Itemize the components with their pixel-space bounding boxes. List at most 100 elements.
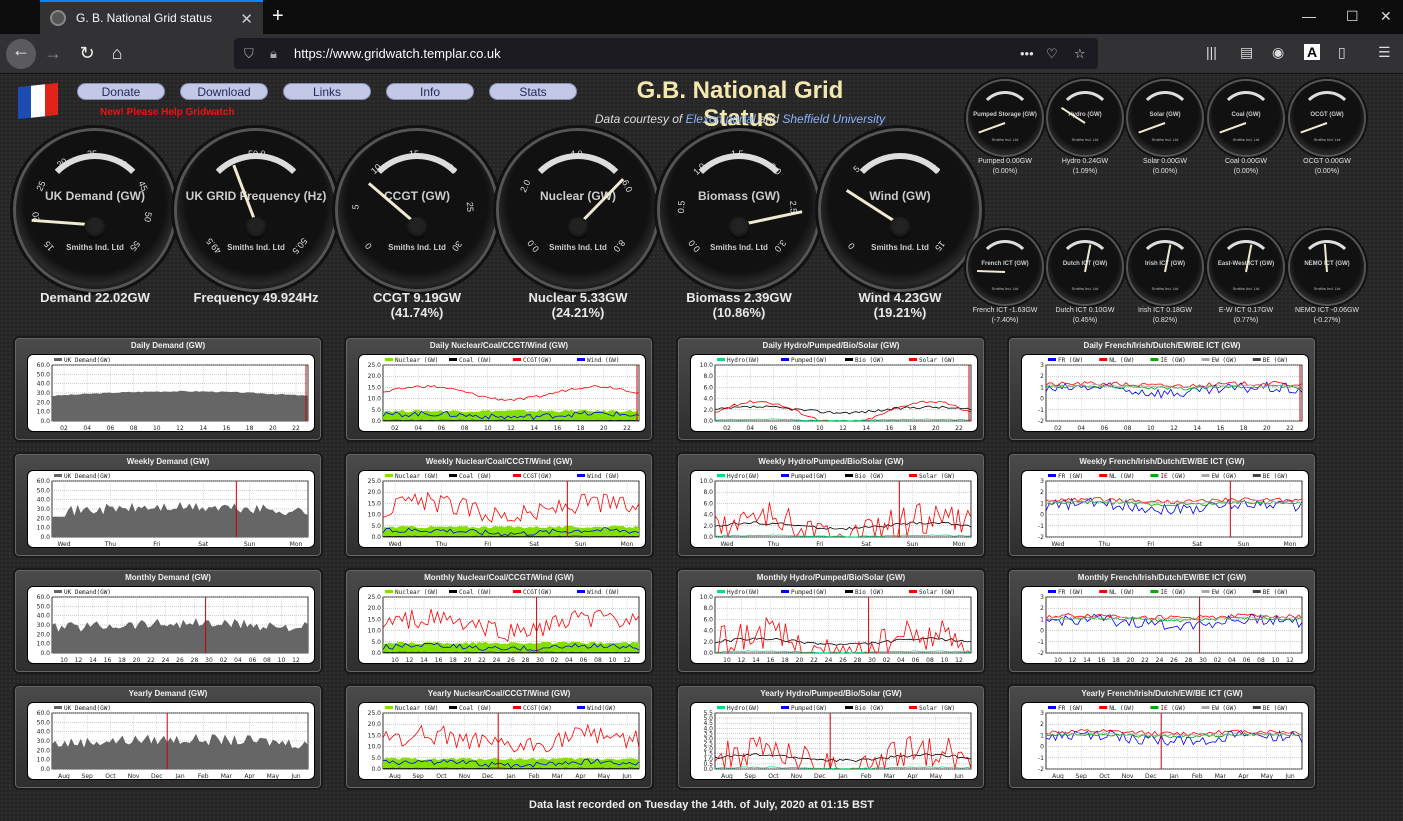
- minimize-icon[interactable]: —: [1302, 8, 1316, 24]
- series-line: [1045, 499, 1303, 505]
- x-tick-label: 16: [554, 425, 562, 432]
- series-line: [714, 400, 972, 422]
- x-tick-label: 02: [551, 657, 559, 664]
- legend-swatch: [781, 358, 789, 361]
- small-gauge-reading: Hydro 0.24GW (1.09%): [1061, 158, 1109, 175]
- browser-tab[interactable]: G. B. National Grid status ✕: [40, 0, 263, 34]
- x-tick-label: 16: [886, 425, 894, 432]
- chart-plot[interactable]: FR (GW) NL (GW) IE (GW) EW (GW) BE (GW) 3 2 1 0-…: [1021, 702, 1309, 780]
- x-tick-label: 14: [199, 425, 207, 432]
- legend-label: Hydro(GW): [727, 357, 760, 364]
- chart-panel-9: Monthly Nuclear/Coal/CCGT/Wind (GW) Nucle…: [344, 568, 654, 674]
- home-icon[interactable]: ⌂: [111, 43, 123, 63]
- chart-plot[interactable]: FR (GW) NL (GW) IE (GW) EW (GW) BE (GW) 3 2 1 0-…: [1021, 586, 1309, 664]
- reload-icon[interactable]: ↻: [79, 43, 95, 63]
- chart-plot[interactable]: Nuclear (GW) Coal (GW) CCGT(GW) Wind (GW) 25…: [358, 354, 646, 432]
- chart-plot[interactable]: Hydro(GW) Pumped(GW) Bio (GW) Solar (GW) 5.5…: [690, 702, 978, 780]
- help-notice[interactable]: New! Please Help Gridwatch: [100, 107, 235, 118]
- x-tick-label: Sat: [1192, 541, 1202, 548]
- page-actions-icon[interactable]: •••: [1020, 46, 1034, 61]
- y-tick-label: 20.0: [368, 489, 382, 496]
- legend-swatch: [385, 706, 393, 709]
- menu-icon[interactable]: ☰: [1378, 44, 1391, 60]
- gauge-maker: Smiths Ind. Ltd: [1313, 286, 1341, 291]
- chart-plot[interactable]: Hydro(GW) Pumped(GW) Bio (GW) Solar (GW) 10.…: [690, 354, 978, 432]
- gauge-1: UK GRID Frequency (Hz) Smiths Ind. Ltd 49.…: [177, 131, 335, 289]
- sidebar-icon[interactable]: ▤: [1240, 44, 1254, 60]
- close-tab-icon[interactable]: ✕: [240, 11, 253, 28]
- maximize-icon[interactable]: ☐: [1346, 8, 1359, 24]
- chart-plot[interactable]: Nuclear (GW) Coal (GW) CCGT(GW) Wind(GW) 25.…: [358, 702, 646, 780]
- x-tick-label: 22: [1141, 657, 1149, 664]
- chart-plot[interactable]: Nuclear (GW) Coal (GW) CCGT(GW) Wind (GW) 25…: [358, 470, 646, 548]
- page-title: G.B. National Grid Status: [636, 77, 844, 132]
- chart-plot[interactable]: FR (GW) NL (GW) IE (GW) EW (GW) BE (GW) 3 2 1 0-…: [1021, 470, 1309, 548]
- elexon-link[interactable]: Elexon portal: [685, 112, 756, 126]
- chart-plot[interactable]: Hydro(GW) Pumped(GW) Bio (GW) Solar (GW) 10.…: [690, 586, 978, 664]
- gauge-reading: Frequency 49.924Hz: [193, 290, 319, 305]
- url-bar[interactable]: ⛉ 🔒︎ https://www.gridwatch.templar.co.uk…: [234, 38, 1098, 69]
- x-tick-label: 10: [484, 425, 492, 432]
- x-tick-label: 06: [438, 425, 446, 432]
- reader-view-icon[interactable]: ▯: [1338, 44, 1346, 60]
- x-tick-label: 18: [449, 657, 457, 664]
- x-tick-label: 12: [1170, 425, 1178, 432]
- nav-button-links[interactable]: Links: [283, 83, 371, 100]
- chart-plot[interactable]: UK Demand(GW) 60.0 50.0 40.0 30.0 20.0 10.0 0.0…: [27, 470, 315, 548]
- x-tick-label: 24: [162, 657, 170, 664]
- series-line: [52, 618, 308, 653]
- y-tick-label: 20.0: [368, 721, 382, 728]
- legend-label: IE (GW): [1160, 589, 1185, 596]
- shield-icon[interactable]: ⛉: [244, 46, 254, 61]
- series-line: [383, 525, 639, 537]
- new-tab-icon[interactable]: +: [272, 5, 284, 27]
- small-gauge-reading: Solar 0.00GW (0.00%): [1143, 158, 1187, 175]
- nav-button-download[interactable]: Download: [180, 83, 268, 100]
- reader-a-icon[interactable]: A: [1304, 44, 1321, 60]
- nav-button-stats[interactable]: Stats: [489, 83, 577, 100]
- x-tick-label: Jun: [621, 773, 632, 780]
- x-tick-label: Wed: [388, 541, 401, 548]
- gauge-maker: Smiths Ind. Ltd: [549, 243, 607, 252]
- x-tick-label: Apr: [907, 773, 918, 780]
- legend-swatch: [577, 358, 585, 361]
- chart-plot[interactable]: Nuclear (GW) Coal (GW) CCGT(GW) Wind (GW) 25…: [358, 586, 646, 664]
- x-tick-label: 08: [1124, 425, 1132, 432]
- chart-plot[interactable]: FR (GW) NL (GW) IE (GW) EW (GW) BE (GW) 3 2 1 0-…: [1021, 354, 1309, 432]
- x-tick-label: 12: [292, 657, 300, 664]
- window-close-icon[interactable]: ✕: [1380, 8, 1392, 24]
- back-icon[interactable]: ←: [6, 39, 36, 69]
- lock-icon[interactable]: 🔒︎: [270, 46, 277, 61]
- y-tick-label: 8.0: [703, 373, 713, 380]
- legend-swatch: [449, 474, 457, 477]
- legend-swatch: [385, 358, 393, 361]
- gauge-label: French ICT (GW): [981, 261, 1029, 267]
- pocket-icon[interactable]: ♡: [1046, 46, 1058, 61]
- legend-label: Solar (GW): [919, 589, 955, 596]
- sheffield-link[interactable]: Sheffield University: [782, 112, 886, 126]
- x-tick-label: 24: [1156, 657, 1164, 664]
- y-tick-label: 60.0: [37, 478, 51, 485]
- series-line: [382, 410, 640, 420]
- account-icon[interactable]: ◉: [1272, 44, 1285, 60]
- chart-plot[interactable]: UK Demand(GW) 60.0 50.0 40.0 30.0 20.0 10.0 0.0…: [27, 586, 315, 664]
- y-tick-label: 30.0: [37, 738, 51, 745]
- y-tick-label: 25.0: [368, 594, 382, 601]
- y-tick-label: 40.0: [37, 497, 51, 504]
- x-tick-label: 16: [435, 657, 443, 664]
- gauge-scale: [978, 91, 1032, 145]
- chart-plot[interactable]: UK Demand(GW) 60.0 50.0 40.0 30.0 20.0 10.0 0.0…: [27, 354, 315, 432]
- nav-button-info[interactable]: Info: [386, 83, 474, 100]
- nav-button-donate[interactable]: Donate: [77, 83, 165, 100]
- x-tick-label: 16: [1098, 657, 1106, 664]
- small-gauge-0: Pumped Storage (GW) Smiths Ind. Ltd: [968, 81, 1042, 155]
- chart-plot[interactable]: UK Demand(GW) 60.0 50.0 40.0 30.0 20.0 10.0 0.0…: [27, 702, 315, 780]
- chart-plot[interactable]: Hydro(GW) Pumped(GW) Bio (GW) Solar (GW) 10.…: [690, 470, 978, 548]
- y-tick-label: 10.0: [37, 409, 51, 416]
- series-line: [715, 650, 972, 654]
- bookmark-star-icon[interactable]: ☆: [1074, 46, 1086, 61]
- gauge-label: Coal (GW): [1231, 112, 1261, 118]
- forward-icon[interactable]: →: [44, 43, 62, 63]
- x-tick-label: 12: [1286, 657, 1294, 664]
- library-icon[interactable]: |||: [1206, 44, 1217, 60]
